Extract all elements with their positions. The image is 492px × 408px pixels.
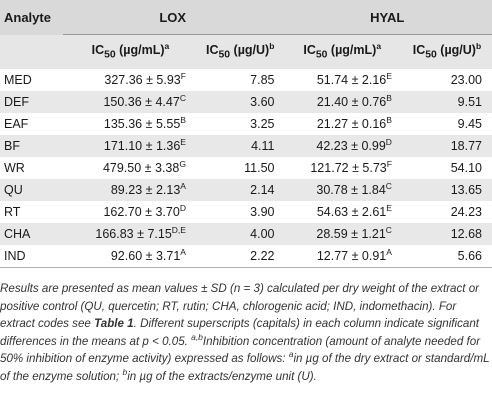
analyte-header: Analyte [0,0,63,35]
lox-ic50-ml-cell: 162.70 ± 3.70D [103,202,186,219]
hyal-ic50-u-cell: 23.00 [450,73,482,87]
hyal-ic50-u-cell: 13.65 [401,179,492,201]
analyte-cell: WR [4,161,25,175]
results-table: Analyte LOX HYAL IC50 (µg/mL)a IC50 (µg/… [0,0,492,268]
hyal-ic50-ml-cell: 42.23 ± 0.99D [282,135,402,157]
analyte-cell: CHA [0,223,63,245]
table-body: MED 327.36 ± 5.93F 7.85 51.74 ± 2.16E 23.00 D… [0,69,492,268]
group-header-row: Analyte LOX HYAL [0,0,492,35]
hyal-ic50-ml-header: IC50 (µg/mL)a [282,34,402,69]
lox-ic50-ml-cell: 327.36 ± 5.93F [104,70,186,87]
table-row: MED 327.36 ± 5.93F 7.85 51.74 ± 2.16E 23.00 [0,69,492,91]
analyte-cell: BF [0,135,63,157]
analyte-cell: DEF [0,91,63,113]
hyal-ic50-u-cell: 9.51 [401,91,492,113]
table-row: EAF 135.36 ± 5.55B 3.25 21.27 ± 0.16B 9.45 [0,113,492,135]
lox-ic50-u-cell: 3.25 [250,117,275,131]
analyte-cell: QU [0,179,63,201]
hyal-ic50-ml-cell: 54.63 ± 2.61E [316,202,392,219]
analyte-cell: MED [4,73,32,87]
lox-ic50-u-cell: 3.60 [197,91,283,113]
hyal-ic50-u-cell: 24.23 [450,205,482,219]
hyal-header: HYAL [282,0,492,35]
hyal-ic50-u-cell: 54.10 [450,161,482,175]
hyal-ic50-u-cell: 9.45 [457,117,482,131]
lox-ic50-ml-cell: 166.83 ± 7.15D,E [62,223,198,245]
hyal-ic50-ml-cell: 28.59 ± 1.21C [282,223,402,245]
lox-ic50-ml-cell: 479.50 ± 3.38G [102,158,186,175]
blank-header-cell [0,34,63,69]
hyal-ic50-ml-cell: 21.27 ± 0.16B [316,114,392,131]
lox-ic50-u-cell: 2.22 [197,245,283,268]
lox-ic50-ml-cell: 150.36 ± 4.47C [62,91,198,113]
table-row: IND 92.60 ± 3.71A 2.22 12.77 ± 0.91A 5.66 [0,245,492,268]
table-row: RT 162.70 ± 3.70D 3.90 54.63 ± 2.61E 24.23 [0,201,492,223]
lox-ic50-u-cell: 3.90 [250,205,275,219]
lox-ic50-u-header: IC50 (µg/U)b [197,34,283,69]
lox-ic50-u-cell: 4.00 [197,223,283,245]
table-row: BF 171.10 ± 1.36E 4.11 42.23 ± 0.99D 18.77 [0,135,492,157]
hyal-ic50-ml-cell: 51.74 ± 2.16E [316,70,392,87]
lox-ic50-ml-cell: 89.23 ± 2.13A [62,179,198,201]
analyte-cell: IND [0,245,63,268]
lox-ic50-u-cell: 4.11 [197,135,283,157]
table-row: DEF 150.36 ± 4.47C 3.60 21.40 ± 0.76B 9.51 [0,91,492,113]
lox-ic50-ml-header: IC50 (µg/mL)a [62,34,198,69]
table-row: CHA 166.83 ± 7.15D,E 4.00 28.59 ± 1.21C 12.6… [0,223,492,245]
lox-ic50-u-cell: 2.14 [197,179,283,201]
lox-ic50-ml-cell: 171.10 ± 1.36E [62,135,198,157]
table-row: QU 89.23 ± 2.13A 2.14 30.78 ± 1.84C 13.65 [0,179,492,201]
hyal-ic50-ml-cell: 21.40 ± 0.76B [282,91,402,113]
analyte-cell: EAF [4,117,29,131]
hyal-ic50-u-cell: 12.68 [401,223,492,245]
table-reference: Table 1 [94,317,134,331]
lox-ic50-u-cell: 11.50 [244,161,275,175]
lox-header: LOX [62,0,283,35]
lox-ic50-ml-cell: 135.36 ± 5.55B [103,114,186,131]
lox-ic50-u-cell: 7.85 [250,73,275,87]
hyal-ic50-u-cell: 5.66 [401,245,492,268]
table-footnote: Results are presented as mean values ± S… [0,282,490,383]
hyal-ic50-u-header: IC50 (µg/U)b [401,34,492,69]
analyte-cell: RT [4,205,21,219]
column-header-row: IC50 (µg/mL)a IC50 (µg/U)b IC50 (µg/mL)a… [0,34,492,69]
hyal-ic50-ml-cell: 30.78 ± 1.84C [282,179,402,201]
lox-ic50-ml-cell: 92.60 ± 3.71A [62,245,198,268]
hyal-ic50-ml-cell: 12.77 ± 0.91A [282,245,402,268]
hyal-ic50-u-cell: 18.77 [401,135,492,157]
table-row: WR 479.50 ± 3.38G 11.50 121.72 ± 5.73F 54.10 [0,157,492,179]
hyal-ic50-ml-cell: 121.72 ± 5.73F [310,158,392,175]
